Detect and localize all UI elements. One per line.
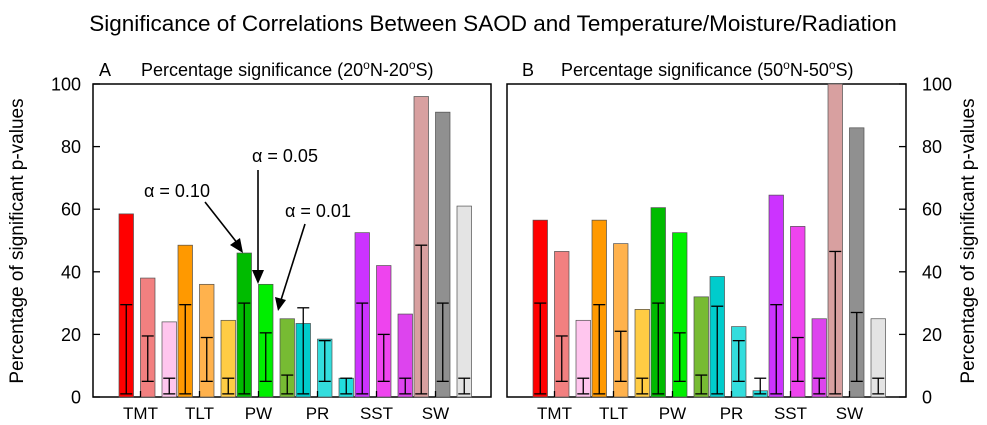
bar-sst-a001 bbox=[811, 318, 827, 398]
annotation-alpha-010-arrow bbox=[204, 201, 239, 245]
panel-a-category-label: PR bbox=[306, 404, 330, 423]
panel-a-category-label: SW bbox=[422, 404, 449, 423]
panel-a-y-axis: 0 20 40 60 80 100 bbox=[51, 75, 100, 408]
panel-a-y-tick-label: 60 bbox=[61, 200, 81, 220]
panel-b-category-label: PR bbox=[720, 404, 744, 423]
bar-sw-a005 bbox=[849, 127, 865, 398]
panel-b-x-axis: TMT TLT PW PR SST SW bbox=[537, 391, 863, 423]
panel-a-y-tick-label: 20 bbox=[61, 325, 81, 345]
bar-sw-a010 bbox=[827, 83, 843, 398]
annotation-alpha-005-arrowhead bbox=[252, 270, 264, 284]
annotation-alpha-001-arrowhead bbox=[275, 297, 286, 311]
annotation-alpha-001: α = 0.01 bbox=[285, 201, 351, 221]
bar-pw-a010 bbox=[650, 207, 666, 398]
bar-sst-a001 bbox=[397, 313, 413, 398]
bar-sw-a001 bbox=[870, 318, 886, 398]
panel-b-title: Percentage significance (50oN-50oS) bbox=[561, 58, 854, 80]
panel-b-category-label: TLT bbox=[599, 404, 628, 423]
annotation-alpha-001-arrow bbox=[280, 223, 306, 301]
bar-pw-a001 bbox=[693, 296, 709, 398]
panel-b-category-label: PW bbox=[659, 404, 686, 423]
bar-sst-a010 bbox=[768, 194, 784, 398]
panel-a-y-tick-label: 100 bbox=[51, 75, 81, 95]
panel-b-letter: B bbox=[522, 60, 534, 80]
annotation-alpha-005: α = 0.05 bbox=[252, 146, 318, 166]
panel-a-bars bbox=[118, 96, 472, 398]
panel-b-y-axis: 0 20 40 60 80 100 bbox=[899, 75, 952, 408]
bar-tlt-a005 bbox=[613, 243, 629, 398]
panel-a-category-label: TLT bbox=[185, 404, 214, 423]
panel-b-y-tick-label: 40 bbox=[922, 262, 942, 282]
panel-b-y-tick-label: 0 bbox=[922, 388, 932, 408]
bar-tlt-a001 bbox=[634, 309, 650, 398]
panel-a-category-label: TMT bbox=[123, 404, 158, 423]
panel-a-category-label: SST bbox=[360, 404, 393, 423]
panel-a-y-tick-label: 80 bbox=[61, 137, 81, 157]
panel-a-y-tick-label: 40 bbox=[61, 262, 81, 282]
panel-a-title: Percentage significance (20oN-20oS) bbox=[141, 58, 434, 80]
bar-pw-a001 bbox=[279, 318, 295, 398]
bar-sw-a005 bbox=[435, 111, 451, 398]
panel-b: B Percentage significance (50oN-50oS) 0 2… bbox=[506, 58, 952, 423]
panel-a-annotations: α = 0.10 α = 0.05 α = 0.01 bbox=[144, 146, 351, 311]
panel-b-bars bbox=[532, 83, 886, 398]
bar-sw-a001 bbox=[456, 205, 472, 398]
panel-b-y-tick-label: 80 bbox=[922, 137, 942, 157]
panel-a-x-axis: TMT TLT PW PR SST SW bbox=[123, 391, 449, 423]
annotation-alpha-010: α = 0.10 bbox=[144, 181, 210, 201]
panel-a: A Percentage significance (20oN-20oS) 0 2… bbox=[51, 58, 492, 423]
panel-b-y-tick-label: 100 bbox=[922, 75, 952, 95]
bar-sst-a005 bbox=[790, 226, 806, 398]
y-axis-label-right: Percentage of significant p-values bbox=[958, 98, 979, 383]
figure-title: Significance of Correlations Between SAO… bbox=[89, 11, 897, 36]
panel-b-y-tick-label: 20 bbox=[922, 325, 942, 345]
panel-a-letter: A bbox=[99, 60, 111, 80]
bar-sst-a005 bbox=[376, 265, 392, 398]
y-axis-label-left: Percentage of significant p-values bbox=[7, 98, 28, 383]
panel-b-y-tick-label: 60 bbox=[922, 200, 942, 220]
panel-a-y-tick-label: 0 bbox=[71, 388, 81, 408]
bar-pw-a005 bbox=[672, 232, 688, 398]
panel-a-category-label: PW bbox=[245, 404, 272, 423]
panel-b-category-label: TMT bbox=[537, 404, 572, 423]
panel-b-category-label: SW bbox=[836, 404, 863, 423]
bar-tmt-a005 bbox=[554, 251, 570, 398]
panel-b-category-label: SST bbox=[774, 404, 807, 423]
annotation-alpha-010-arrowhead bbox=[230, 238, 243, 253]
